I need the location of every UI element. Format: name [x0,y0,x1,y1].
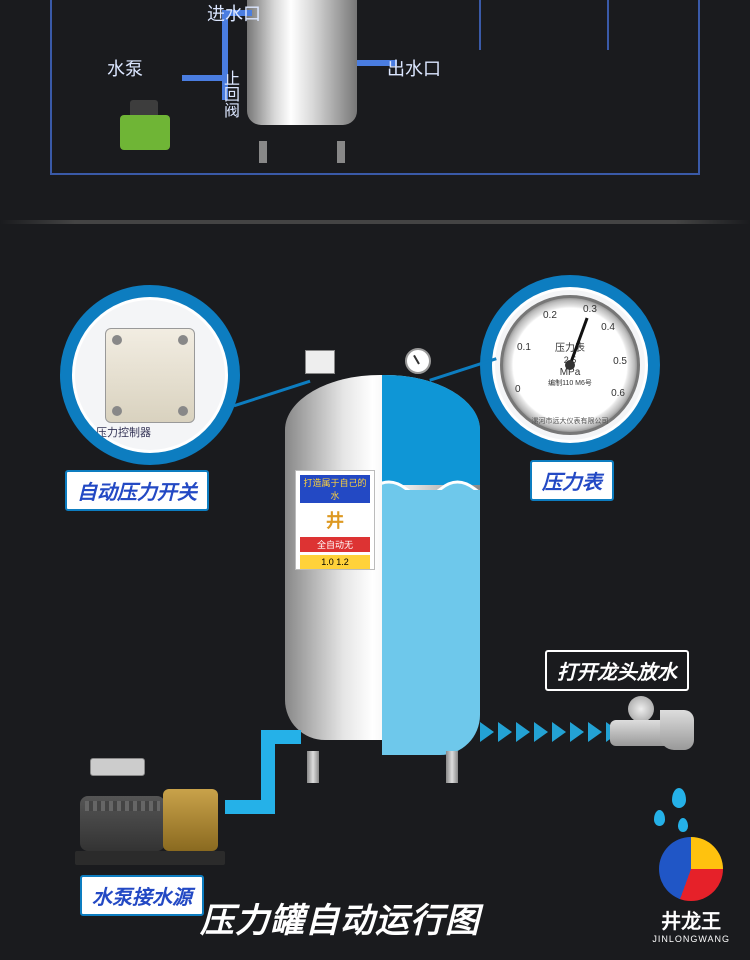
tank-sticker: 打造属于自己的水 井 全自动无 1.0 1.2 [295,470,375,570]
gauge-tick: 0 [515,384,521,395]
pressure-controller-icon [105,328,195,423]
pressure-tank: 打造属于自己的水 井 全自动无 1.0 1.2 [285,375,480,755]
pressure-switch-label: 自动压力开关 [65,470,209,511]
gauge-tick: 0.4 [601,322,615,333]
brand-mark-icon [659,837,723,901]
faucet-icon [610,690,700,780]
section-divider [0,220,750,224]
gauge-tick: 0.3 [583,304,597,315]
brand-name-en: JINLONGWANG [652,934,730,944]
faucet-label: 打开龙头放水 [545,650,689,691]
sticker-brand: 井 [300,503,370,537]
panel-divider [479,0,481,50]
pressure-gauge-icon: 压力表 2.5 MPa 编制110 M6号 0 0.1 0.2 0.3 0.4 … [500,295,640,435]
top-schematic-panel: 进水口 出水口 水泵 止回阀 [50,0,700,175]
pump-label: 水泵接水源 [80,875,204,916]
gauge-face-label: 压力表 [548,342,592,355]
check-valve-label: 止回阀 [217,70,241,118]
gauge-tick: 0.1 [517,342,531,353]
gauge-maker: 漯河市远大仪表有限公司 [532,416,609,426]
tank-cutaway [382,375,480,755]
top-tank [247,0,357,145]
outlet-flow-arrows-icon [480,722,630,742]
outlet-label: 出水口 [387,55,441,81]
brand-logo: 井龙王 JINLONGWANG [652,837,730,944]
pressure-gauge-label: 压力表 [530,460,614,501]
sticker-footer: 1.0 1.2 [300,555,370,569]
gauge-tick: 0.6 [611,388,625,399]
pressure-gauge-callout: 压力表 2.5 MPa 编制110 M6号 0 0.1 0.2 0.3 0.4 … [480,275,660,455]
water-drop-icon [654,810,665,826]
pressure-switch-callout [60,285,240,465]
water-pump-icon [75,770,225,865]
brand-name-cn: 井龙王 [652,905,730,934]
diagram-title: 压力罐自动运行图 [200,893,480,942]
top-pump-icon [120,100,190,150]
water-drop-icon [672,788,686,808]
pump-label: 水泵 [107,55,143,81]
gauge-tick: 0.5 [613,356,627,367]
gauge-model: 编制110 M6号 [548,379,592,388]
inlet-label: 进水口 [207,0,261,26]
top-pipe [182,75,222,81]
sticker-slogan: 打造属于自己的水 [300,475,370,503]
tank-top-gauge-icon [405,348,431,374]
tank-top-controller-icon [305,350,335,374]
gauge-tick: 0.2 [543,310,557,321]
sticker-band: 全自动无 [300,537,370,552]
water-drop-icon [678,818,688,832]
inlet-pipe [261,730,301,744]
panel-divider [607,0,609,50]
